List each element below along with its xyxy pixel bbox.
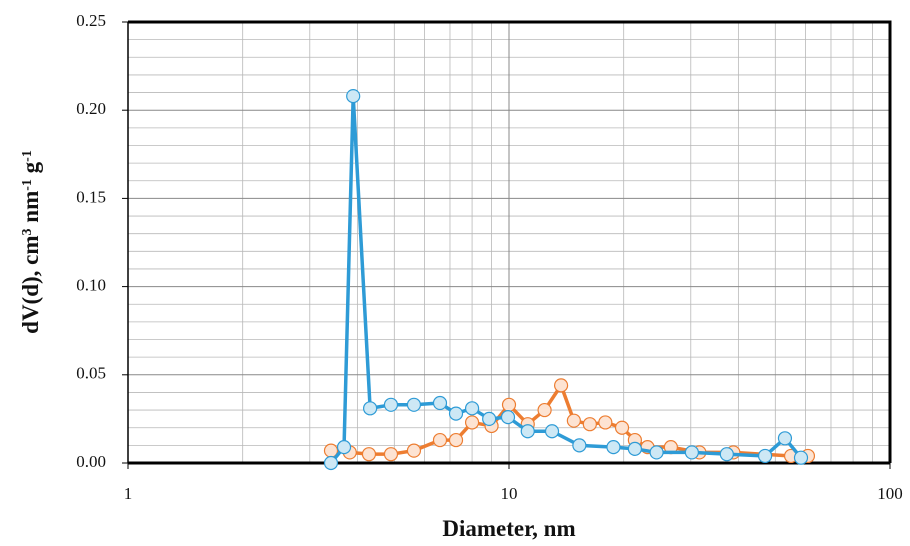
series-line (329, 94, 803, 465)
point (361, 447, 377, 462)
point (432, 432, 448, 448)
point (582, 417, 597, 432)
point (346, 88, 361, 104)
point (482, 411, 497, 426)
x-tick-label: 1 (124, 484, 133, 503)
y-tick-label: 0.25 (76, 11, 106, 30)
point (544, 424, 560, 439)
point (757, 448, 773, 464)
point (606, 440, 621, 455)
point (537, 402, 552, 418)
point (566, 413, 581, 428)
y-axis-title-part: nm (18, 191, 43, 229)
point (363, 401, 378, 416)
point (614, 420, 630, 435)
y-axis-title-part: -1 (20, 179, 35, 191)
point (406, 443, 422, 458)
point (448, 406, 464, 421)
point (719, 447, 734, 462)
point (777, 431, 793, 446)
point (501, 397, 517, 412)
point (464, 415, 480, 430)
point (383, 397, 399, 412)
point (323, 455, 339, 471)
x-axis-title: Diameter, nm (442, 516, 575, 541)
y-tick-label: 0.15 (76, 187, 106, 206)
y-axis-title-part: dV(d), cm (18, 235, 43, 333)
point (572, 438, 587, 453)
y-axis-title-part: -1 (20, 150, 35, 162)
point (627, 441, 642, 456)
point (464, 401, 480, 416)
point (432, 395, 448, 411)
point (553, 378, 569, 393)
point (500, 410, 516, 425)
point (598, 415, 613, 430)
y-tick-label: 0.05 (76, 364, 106, 383)
y-tick-label: 0.20 (76, 99, 106, 118)
point (336, 440, 352, 455)
point (383, 447, 399, 462)
point (520, 424, 535, 439)
y-axis-title: dV(d), cm3 nm-1 g-1 (18, 150, 43, 334)
y-axis-title-part: g (18, 161, 43, 179)
y-tick-label: 0.10 (76, 276, 106, 295)
y-axis-title-part: 3 (20, 228, 35, 235)
point (793, 450, 809, 465)
point (684, 445, 699, 460)
x-tick-label: 10 (501, 484, 518, 503)
point (448, 432, 464, 448)
point (649, 445, 664, 460)
x-tick-label: 100 (877, 484, 903, 503)
point (406, 397, 422, 412)
y-tick-label: 0.00 (76, 452, 106, 471)
